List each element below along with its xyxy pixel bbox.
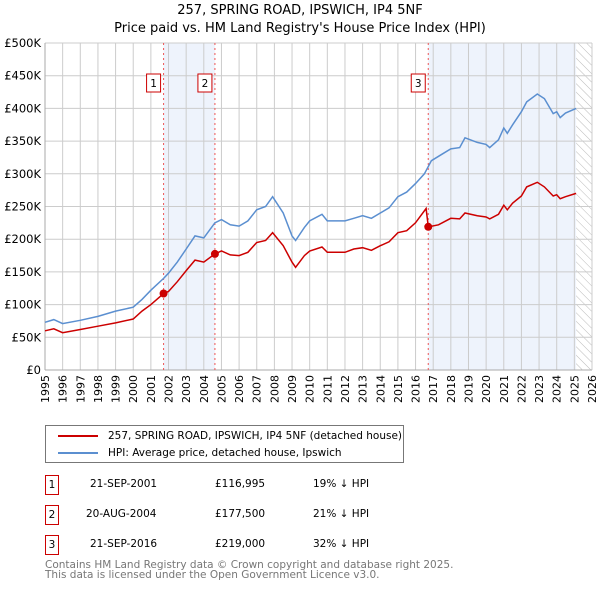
sale-marker-label: 1: [45, 475, 59, 495]
footer-line2: This data is licensed under the Open Gov…: [45, 569, 380, 581]
x-tick-label: 2025: [568, 375, 581, 403]
sale-diff: 21% ↓ HPI: [313, 508, 370, 520]
y-tick-label: £400K: [4, 101, 41, 115]
legend: 257, SPRING ROAD, IPSWICH, IP4 5NF (deta…: [45, 425, 404, 463]
sale-date: 21-SEP-2001: [90, 478, 158, 490]
y-tick-label: £450K: [4, 69, 41, 83]
footer-line1: Contains HM Land Registry data © Crown c…: [45, 559, 454, 571]
legend-swatch-hpi: [58, 452, 98, 454]
sale-price: £219,000: [215, 538, 266, 550]
legend-swatch-property: [58, 435, 98, 437]
x-tick-label: 2012: [339, 375, 352, 403]
x-tick-label: 2000: [127, 375, 140, 403]
sale-marker-label: 3: [45, 535, 59, 555]
x-tick-label: 2011: [321, 375, 334, 403]
y-tick-label: £300K: [4, 167, 41, 181]
x-tick-label: 2014: [374, 375, 387, 403]
x-tick-label: 1995: [39, 375, 52, 403]
sale-date: 20-AUG-2004: [86, 508, 157, 520]
x-tick-label: 2023: [533, 375, 546, 403]
sale-diff: 19% ↓ HPI: [313, 478, 370, 490]
y-tick-label: £350K: [4, 134, 41, 148]
x-tick-label: 1996: [57, 375, 70, 403]
x-tick-label: 2020: [480, 375, 493, 403]
x-tick-label: 2015: [392, 375, 405, 403]
sale-diff: 32% ↓ HPI: [313, 538, 370, 550]
y-tick-label: £50K: [12, 330, 42, 344]
sale-point: [424, 222, 433, 231]
sale-marker-box: [146, 73, 162, 93]
x-tick-label: 2019: [462, 375, 475, 403]
x-tick-label: 2022: [515, 375, 528, 403]
x-tick-label: 2021: [498, 375, 511, 403]
x-tick-label: 2005: [215, 375, 228, 403]
x-tick-label: 2008: [268, 375, 281, 403]
x-tick-label: 2002: [163, 375, 176, 403]
x-tick-label: 2026: [586, 375, 599, 403]
sale-price: £116,995: [215, 478, 266, 490]
sale-marker-label: 2: [202, 78, 209, 90]
legend-hpi: HPI: Average price, detached house, Ipsw…: [108, 447, 342, 459]
x-tick-label: 1999: [110, 375, 123, 403]
legend-property: 257, SPRING ROAD, IPSWICH, IP4 5NF (deta…: [108, 430, 403, 442]
chart-subtitle: Price paid vs. HM Land Registry's House …: [114, 21, 486, 36]
sale-price: £177,500: [215, 508, 266, 520]
x-tick-label: 2007: [251, 375, 264, 403]
sale-date: 21-SEP-2016: [90, 538, 158, 550]
x-tick-label: 2018: [445, 375, 458, 403]
sale-marker-box: [410, 73, 426, 93]
x-tick-label: 2016: [410, 375, 423, 403]
footer: Contains HM Land Registry data © Crown c…: [45, 559, 454, 581]
x-tick-label: 2013: [357, 375, 370, 403]
sale-marker-label: 2: [45, 505, 59, 525]
y-tick-label: £200K: [4, 232, 41, 246]
sale-marker-box: [197, 73, 213, 93]
x-tick-label: 1998: [92, 375, 105, 403]
x-tick-label: 2009: [286, 375, 299, 403]
series-line: [44, 93, 577, 325]
x-tick-label: 2004: [198, 375, 211, 403]
x-tick-label: 2003: [180, 375, 193, 403]
x-tick-label: 2001: [145, 375, 158, 403]
chart: 1995 1996 1997 1998 1999 2000 2001 2002 2003 2004…: [4, 36, 599, 403]
x-tick-label: 1997: [74, 375, 87, 403]
y-tick-label: £100K: [4, 298, 41, 312]
x-tick-label: 2024: [551, 375, 564, 403]
y-tick-label: £500K: [4, 36, 41, 50]
series-line: [44, 181, 577, 334]
x-tick-label: 2006: [233, 375, 246, 403]
sale-marker-label: 3: [415, 78, 422, 90]
chart-title: 257, SPRING ROAD, IPSWICH, IP4 5NF: [177, 3, 423, 18]
y-tick-label: £250K: [4, 200, 41, 214]
x-tick-label: 2010: [304, 375, 317, 403]
sale-point: [210, 249, 219, 258]
y-tick-label: £150K: [4, 265, 41, 279]
y-tick-label: £0: [26, 363, 41, 377]
sale-marker-label: 1: [150, 78, 157, 90]
sale-point: [159, 289, 168, 298]
x-tick-label: 2017: [427, 375, 440, 403]
